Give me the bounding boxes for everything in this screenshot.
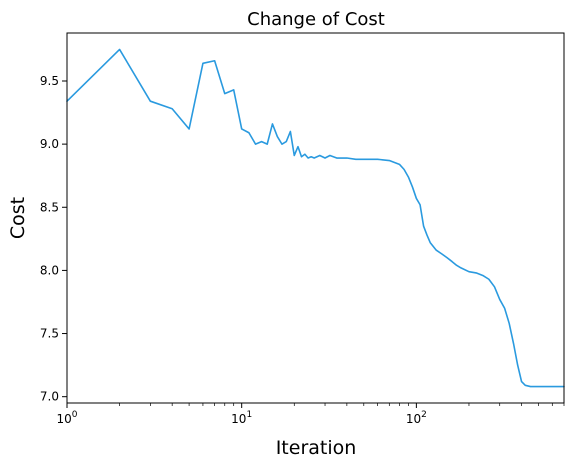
x-tick-exponent: 0 [72, 410, 78, 420]
y-axis-label: Cost [7, 197, 29, 239]
y-tick-label: 7.5 [40, 327, 59, 341]
x-tick-label: 100 [56, 410, 77, 426]
y-axis-ticks: 7.0 7.5 8.0 8.5 9.0 9.5 [40, 74, 67, 404]
x-tick-label: 102 [406, 410, 427, 426]
x-tick-base: 10 [406, 412, 421, 426]
x-tick-exponent: 1 [246, 410, 252, 420]
plot-area [66, 48, 565, 388]
y-tick-label: 9.5 [40, 74, 59, 88]
y-tick-label: 8.0 [40, 263, 59, 277]
x-tick-exponent: 2 [421, 410, 427, 420]
x-tick-base: 10 [56, 412, 71, 426]
y-tick-label: 8.5 [40, 200, 59, 214]
chart-title: Change of Cost [247, 9, 385, 30]
x-axis-ticks: 100 101 102 [56, 403, 565, 426]
y-tick-label: 7.0 [40, 390, 59, 404]
y-tick-label: 9.0 [40, 137, 59, 151]
cost-series-line [66, 48, 565, 388]
plot-frame [66, 32, 565, 404]
x-tick-label: 101 [231, 410, 252, 426]
x-axis-label: Iteration [276, 437, 357, 459]
x-tick-base: 10 [231, 412, 246, 426]
